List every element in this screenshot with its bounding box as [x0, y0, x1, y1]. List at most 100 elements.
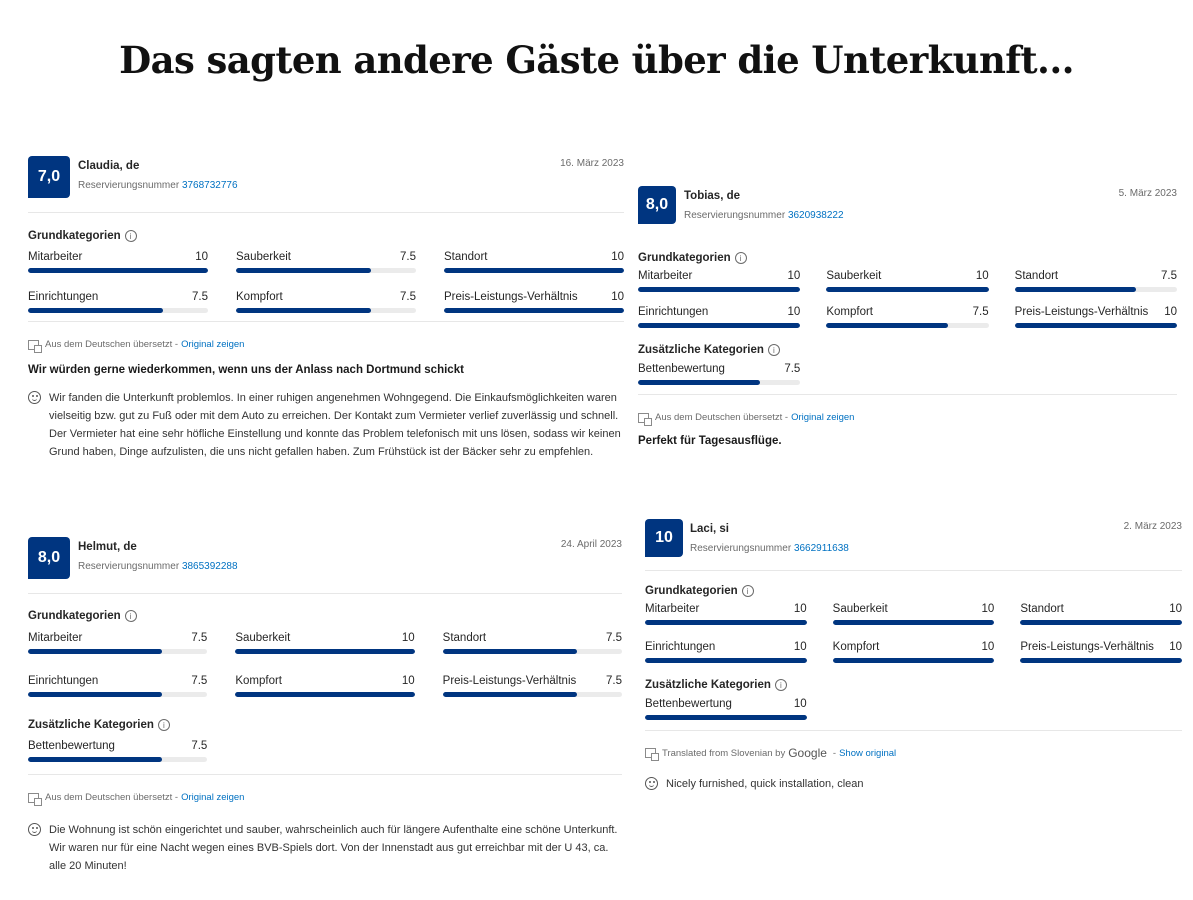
category-label: Kompfort	[235, 675, 282, 687]
info-icon[interactable]: i	[124, 610, 137, 622]
category-item: Bettenbewertung 7.5	[638, 363, 801, 385]
category-value: 10	[975, 270, 989, 282]
divider	[28, 593, 622, 594]
category-item: Kompfort 10	[235, 675, 415, 697]
rating-bar	[832, 658, 995, 663]
score-badge: 7,0	[28, 156, 70, 198]
review-date: 2. März 2023	[1123, 521, 1182, 532]
extra-categories-title-label: Zusätzliche Kategorien	[638, 344, 764, 356]
category-label: Mitarbeiter	[638, 270, 693, 282]
score-badge: 8,0	[28, 537, 70, 579]
rating-bar	[638, 380, 801, 385]
rating-bar	[826, 287, 989, 292]
translation-note: Translated from Slovenian by Google - Sh…	[645, 746, 1182, 761]
rating-bar	[235, 649, 415, 654]
rating-bar	[1020, 620, 1182, 625]
extra-categories-title: Zusätzliche Kategorien i	[638, 344, 1177, 356]
rating-bar	[444, 308, 624, 313]
show-original-link[interactable]: Original zeigen	[791, 412, 855, 423]
rating-bar-fill	[28, 308, 163, 313]
category-item: Sauberkeit 10	[826, 270, 989, 292]
category-label: Sauberkeit	[236, 251, 291, 263]
category-label: Preis-Leistungs-Verhältnis	[444, 291, 578, 303]
category-value: 10	[1169, 603, 1182, 615]
show-original-link[interactable]: Original zeigen	[181, 339, 245, 350]
reservation-number[interactable]: 3865392288	[181, 561, 238, 572]
score-badge: 8,0	[638, 186, 676, 224]
category-value: 10	[401, 632, 415, 644]
info-icon[interactable]: i	[774, 679, 787, 691]
guest-name: Helmut, de	[78, 541, 137, 553]
category-value: 10	[611, 251, 624, 263]
category-label: Sauberkeit	[235, 632, 291, 644]
category-label: Bettenbewertung	[28, 740, 115, 752]
rating-bar-fill	[645, 658, 807, 663]
divider	[28, 774, 622, 775]
info-icon[interactable]: i	[124, 230, 137, 242]
show-original-link[interactable]: Original zeigen	[181, 792, 245, 803]
categories-title: Grundkategorien i	[645, 585, 1182, 597]
info-icon[interactable]: i	[157, 719, 170, 731]
smile-icon	[28, 823, 41, 836]
rating-bar	[1020, 658, 1182, 663]
rating-bar-fill	[444, 268, 624, 273]
category-item: Standort 10	[1020, 603, 1182, 625]
reservation-number[interactable]: 3620938222	[787, 210, 844, 221]
category-label: Einrichtungen	[638, 306, 709, 318]
reservation-label: Reservierungsnummer	[684, 210, 786, 221]
reservation-number[interactable]: 3768732776	[181, 180, 238, 191]
rating-bar-fill	[28, 757, 163, 762]
score-badge: 10	[645, 519, 683, 557]
show-original-link[interactable]: Show original	[839, 747, 897, 759]
rating-bar-fill	[638, 287, 801, 292]
rating-bar	[1014, 323, 1177, 328]
reservation-number[interactable]: 3662911638	[793, 543, 849, 554]
category-value: 10	[611, 291, 624, 303]
category-label: Mitarbeiter	[28, 251, 83, 263]
review-card: 8,0 Tobias, de Reservierungsnummer 36209…	[638, 186, 1177, 447]
translate-icon	[28, 339, 42, 353]
divider	[645, 730, 1182, 731]
info-icon[interactable]: i	[767, 344, 780, 356]
category-item: Einrichtungen 7.5	[28, 291, 208, 313]
review-header: 8,0 Tobias, de Reservierungsnummer 36209…	[638, 186, 1177, 232]
translation-note: Aus dem Deutschen übersetzt - Original z…	[638, 412, 1177, 426]
category-item: Kompfort 10	[832, 641, 995, 663]
category-label: Bettenbewertung	[638, 363, 725, 375]
category-item: Standort 7.5	[1014, 270, 1177, 292]
category-label: Mitarbeiter	[28, 632, 83, 644]
category-value: 7.5	[191, 675, 208, 687]
review-body: Die Wohnung ist schön eingerichtet und s…	[28, 821, 622, 875]
reservation-info: Reservierungsnummer 3865392288	[78, 561, 238, 572]
category-item: Preis-Leistungs-Verhältnis 7.5	[442, 675, 622, 697]
category-value: 10	[1169, 641, 1182, 653]
reservation-info: Reservierungsnummer 3620938222	[684, 210, 844, 221]
divider	[638, 394, 1177, 395]
info-icon[interactable]: i	[741, 585, 754, 597]
categories-title: Grundkategorien i	[28, 230, 624, 242]
rating-bar-fill	[832, 620, 995, 625]
info-icon[interactable]: i	[734, 252, 747, 264]
translation-text: Aus dem Deutschen übersetzt -	[45, 792, 179, 803]
category-label: Standort	[1020, 603, 1064, 615]
category-item: Sauberkeit 10	[832, 603, 995, 625]
translation-text: Translated from Slovenian by	[662, 747, 786, 759]
reservation-label: Reservierungsnummer	[690, 543, 792, 554]
category-label: Kompfort	[826, 306, 873, 318]
review-header: 8,0 Helmut, de Reservierungsnummer 38653…	[28, 537, 622, 583]
category-value: 7.5	[191, 632, 208, 644]
rating-bar-fill	[1020, 658, 1182, 663]
review-text: Wir fanden die Unterkunft problemlos. In…	[49, 392, 621, 458]
rating-bar-fill	[1014, 323, 1177, 328]
review-body: Wir fanden die Unterkunft problemlos. In…	[28, 389, 624, 461]
rating-bar	[236, 308, 416, 313]
rating-bar	[645, 715, 807, 720]
category-item: Sauberkeit 7.5	[236, 251, 416, 273]
rating-bar	[638, 287, 801, 292]
extra-category-grid: Bettenbewertung 7.5	[28, 740, 622, 762]
smile-icon	[28, 391, 41, 404]
category-grid: Mitarbeiter 10 Sauberkeit 10 Standort 10 Ei…	[645, 603, 1182, 663]
categories-title-label: Grundkategorien	[645, 585, 738, 597]
category-value: 10	[793, 641, 807, 653]
category-label: Preis-Leistungs-Verhältnis	[1020, 641, 1154, 653]
